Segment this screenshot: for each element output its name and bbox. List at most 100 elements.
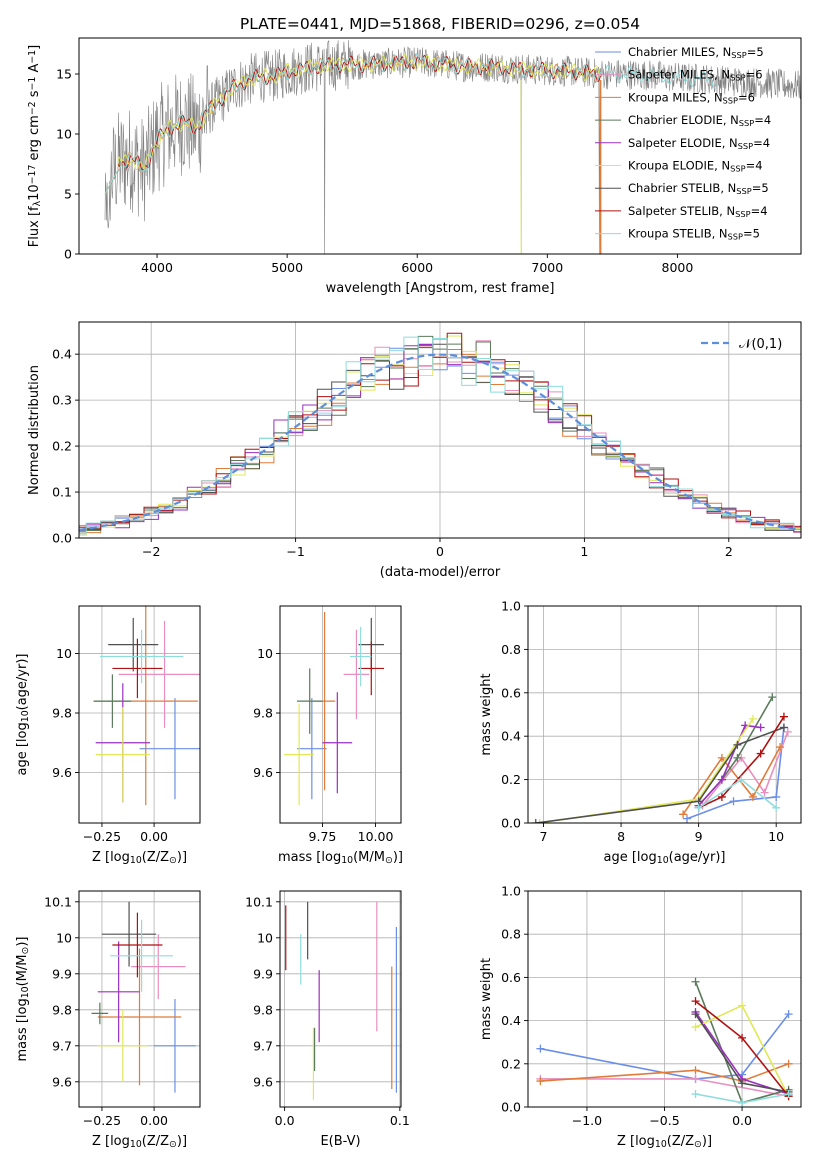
weight-marker [733, 753, 742, 762]
x-tick-label: −1 [286, 544, 304, 559]
weight-marker [772, 792, 781, 801]
x-tick-label: 10 [768, 829, 784, 844]
figure-title: PLATE=0441, MJD=51868, FIBERID=0296, z=0… [240, 15, 640, 33]
weight-series-line [698, 724, 761, 807]
weight-marker [691, 977, 700, 986]
weight-marker [717, 792, 726, 801]
legend-entry: 𝒩(0,1) [739, 337, 782, 352]
spectrum-panel: 4000 5000 6000 7000 8000 0 5 10 15 wavelength [An… [27, 37, 802, 296]
weight-marker [691, 1066, 700, 1075]
weight-series-line [540, 1063, 789, 1082]
weight-marker [738, 1098, 747, 1107]
legend-entry: Salpeter STELIB, NSSP=4 [628, 204, 768, 219]
x-tick-label: 0.00 [140, 829, 168, 844]
legend-entry: Salpeter ELODIE, NSSP=4 [628, 136, 770, 151]
y-tick-label: 9.7 [52, 1038, 72, 1053]
age-vs-metallicity-panel: −0.25 0.00 9.6 9.8 10 Z [log10(Z/Z⊙)] age [log… [15, 605, 201, 866]
plot-area [91, 901, 196, 1093]
weight-marker [733, 740, 742, 749]
y-tick-label: 1.0 [501, 599, 521, 614]
weight-series-line [698, 716, 785, 809]
y-tick-label: 10 [257, 930, 273, 945]
y-tick-label: 15 [56, 67, 72, 82]
x-tick-label: −0.5 [649, 1113, 679, 1128]
weight-marker [691, 1074, 700, 1083]
plot-area [284, 611, 385, 806]
y-tick-label: 0.4 [501, 1013, 521, 1028]
legend-entry: Kroupa MILES, NSSP=6 [628, 90, 755, 105]
axes-frame [78, 37, 802, 255]
y-tick-label: 0.2 [501, 1056, 521, 1071]
histogram-series [79, 336, 801, 535]
legend-entry: Chabrier ELODIE, NSSP=4 [628, 113, 771, 128]
x-axis-label: (data-model)/error [380, 565, 501, 580]
y-tick-label: 0.8 [501, 927, 521, 942]
model-spectrum [104, 53, 717, 195]
weight-marker [691, 997, 700, 1006]
weight-marker [691, 1090, 700, 1099]
y-tick-label: 1.0 [501, 884, 521, 899]
y-tick-label: 0.3 [52, 393, 72, 408]
y-tick-label: 9.9 [52, 966, 72, 981]
x-tick-label: 9.75 [309, 829, 337, 844]
axes-frame [527, 605, 802, 824]
observed-spectrum [104, 40, 801, 254]
weight-series-line [540, 1013, 790, 1080]
x-tick-label: 2 [725, 544, 733, 559]
y-tick-label: 5 [64, 187, 72, 202]
y-tick-label: 0.2 [52, 439, 72, 454]
y-tick-label: 9.6 [52, 765, 72, 780]
y-tick-label: 0.6 [501, 970, 521, 985]
x-tick-label: 0.0 [732, 1113, 752, 1128]
x-tick-label: 8 [617, 829, 625, 844]
y-tick-label: 10 [257, 646, 273, 661]
x-tick-label: 1 [580, 544, 588, 559]
weight-marker [536, 1077, 545, 1086]
weight-marker [717, 753, 726, 762]
x-axis-label: Z [log10(Z/Z⊙)] [92, 850, 187, 866]
x-axis-label: E(B-V) [320, 1134, 360, 1149]
plot-area [285, 901, 397, 1100]
y-tick-label: 10 [56, 930, 72, 945]
weight-marker [760, 788, 769, 797]
weight-series-line [535, 726, 785, 823]
weight-marker [772, 803, 781, 812]
y-tick-label: 0.4 [501, 729, 521, 744]
y-tick-label: 10 [56, 646, 72, 661]
x-axis-label: Z [log10(Z/Z⊙)] [92, 1134, 187, 1150]
legend-entry: Chabrier STELIB, NSSP=5 [628, 181, 769, 196]
legend-entry: Kroupa ELODIE, NSSP=4 [628, 159, 763, 174]
weight-marker [717, 775, 726, 784]
y-tick-label: 0.0 [52, 531, 72, 546]
weight-marker [691, 1010, 700, 1019]
y-tick-label: 0 [64, 247, 72, 262]
y-tick-label: 9.8 [52, 706, 72, 721]
legend-entry: Salpeter MILES, NSSP=6 [628, 68, 763, 83]
weight-marker [784, 1010, 793, 1019]
weight-marker [738, 1033, 747, 1042]
residual-histogram-panel: −2 −1 0 1 2 0.0 0.1 0.2 0.3 0.4 (data-model)/error… [27, 321, 802, 580]
weight-marker [536, 1044, 545, 1053]
x-tick-label: −2 [142, 544, 160, 559]
mass-vs-metallicity-panel: −0.25 0.00 9.6 9.7 9.8 9.9 10 10.1 Z [log10(Z/Z⊙… [15, 890, 201, 1150]
weight-vs-metallicity-panel: −1.0 −0.5 0.0 0.0 0.2 0.4 0.6 0.8 1.0 Z [log10(Z/… [479, 884, 802, 1150]
model-spectrum [104, 53, 601, 195]
weight-marker [776, 743, 785, 752]
y-axis-label: Flux [fλ10−17 erg cm−2 s−1 A−1] [27, 45, 43, 247]
weight-marker [737, 775, 746, 784]
x-tick-label: 6000 [401, 260, 433, 275]
legend-entry: Chabrier MILES, NSSP=5 [628, 45, 764, 60]
weight-marker [756, 749, 765, 758]
weight-marker [779, 723, 788, 732]
y-tick-label: 9.8 [52, 1002, 72, 1017]
weight-marker [531, 819, 540, 823]
axes-frame [279, 890, 402, 1108]
x-tick-label: −1.0 [572, 1113, 602, 1128]
weight-marker [694, 803, 703, 812]
x-tick-label: 10.00 [358, 829, 394, 844]
weight-marker [729, 797, 738, 806]
weight-marker [784, 1059, 793, 1068]
legend-entry: Kroupa STELIB, NSSP=5 [628, 227, 760, 242]
y-axis-label: Normed distribution [27, 365, 42, 495]
